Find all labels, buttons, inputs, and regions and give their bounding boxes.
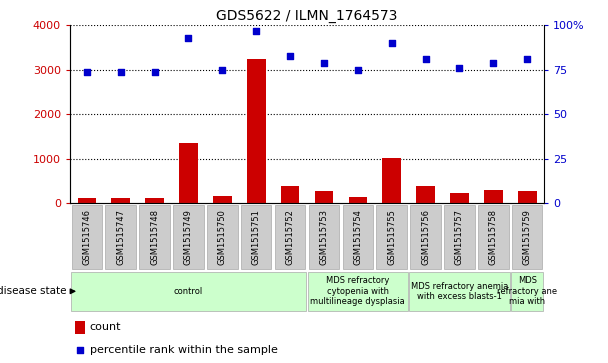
- Bar: [145, 198, 164, 203]
- Point: [184, 35, 193, 41]
- Text: disease state: disease state: [0, 286, 67, 296]
- Text: GSM1515754: GSM1515754: [353, 209, 362, 265]
- FancyBboxPatch shape: [207, 205, 238, 269]
- Text: GSM1515759: GSM1515759: [523, 209, 532, 265]
- FancyBboxPatch shape: [512, 205, 542, 269]
- FancyBboxPatch shape: [71, 272, 306, 311]
- FancyBboxPatch shape: [478, 205, 508, 269]
- FancyBboxPatch shape: [106, 205, 136, 269]
- Point: [522, 56, 532, 62]
- Text: GSM1515746: GSM1515746: [82, 209, 91, 265]
- Bar: [111, 198, 130, 203]
- Bar: [450, 193, 469, 203]
- FancyBboxPatch shape: [376, 205, 407, 269]
- Bar: [179, 143, 198, 203]
- Bar: [78, 198, 96, 203]
- Text: GSM1515753: GSM1515753: [319, 209, 328, 265]
- Point: [488, 60, 498, 66]
- Bar: [484, 190, 503, 203]
- Text: percentile rank within the sample: percentile rank within the sample: [90, 345, 278, 355]
- Point: [150, 69, 159, 74]
- FancyBboxPatch shape: [511, 272, 544, 311]
- Text: control: control: [174, 287, 203, 296]
- Bar: [382, 158, 401, 203]
- Bar: [75, 321, 85, 334]
- Bar: [213, 196, 232, 203]
- Point: [319, 60, 329, 66]
- Point: [387, 40, 396, 46]
- FancyBboxPatch shape: [241, 205, 271, 269]
- Text: GSM1515750: GSM1515750: [218, 209, 227, 265]
- Point: [116, 69, 126, 74]
- FancyBboxPatch shape: [72, 205, 102, 269]
- Point: [285, 53, 295, 58]
- Point: [353, 67, 363, 73]
- Text: GSM1515755: GSM1515755: [387, 209, 396, 265]
- Text: GSM1515758: GSM1515758: [489, 209, 498, 265]
- FancyBboxPatch shape: [139, 205, 170, 269]
- Bar: [281, 186, 299, 203]
- FancyBboxPatch shape: [342, 205, 373, 269]
- Bar: [518, 191, 536, 203]
- Bar: [416, 186, 435, 203]
- Point: [251, 28, 261, 34]
- Point: [455, 65, 465, 71]
- Bar: [247, 59, 266, 203]
- FancyBboxPatch shape: [444, 205, 475, 269]
- Text: MDS
refractory ane
mia with: MDS refractory ane mia with: [497, 276, 558, 306]
- Bar: [315, 191, 333, 203]
- FancyBboxPatch shape: [410, 205, 441, 269]
- Text: MDS refractory anemia
with excess blasts-1: MDS refractory anemia with excess blasts…: [411, 282, 508, 301]
- Text: MDS refractory
cytopenia with
multilineage dysplasia: MDS refractory cytopenia with multilinea…: [311, 276, 405, 306]
- Text: GSM1515749: GSM1515749: [184, 209, 193, 265]
- Text: GSM1515757: GSM1515757: [455, 209, 464, 265]
- Text: GSM1515756: GSM1515756: [421, 209, 430, 265]
- FancyBboxPatch shape: [173, 205, 204, 269]
- Point: [82, 69, 92, 74]
- FancyBboxPatch shape: [309, 205, 339, 269]
- Title: GDS5622 / ILMN_1764573: GDS5622 / ILMN_1764573: [216, 9, 398, 23]
- Text: count: count: [90, 322, 122, 332]
- Point: [218, 67, 227, 73]
- Text: GSM1515751: GSM1515751: [252, 209, 261, 265]
- Text: GSM1515752: GSM1515752: [286, 209, 295, 265]
- FancyBboxPatch shape: [275, 205, 305, 269]
- Point: [75, 347, 85, 353]
- FancyBboxPatch shape: [409, 272, 510, 311]
- Text: GSM1515748: GSM1515748: [150, 209, 159, 265]
- Point: [421, 56, 430, 62]
- Bar: [348, 197, 367, 203]
- Text: GSM1515747: GSM1515747: [116, 209, 125, 265]
- FancyBboxPatch shape: [308, 272, 408, 311]
